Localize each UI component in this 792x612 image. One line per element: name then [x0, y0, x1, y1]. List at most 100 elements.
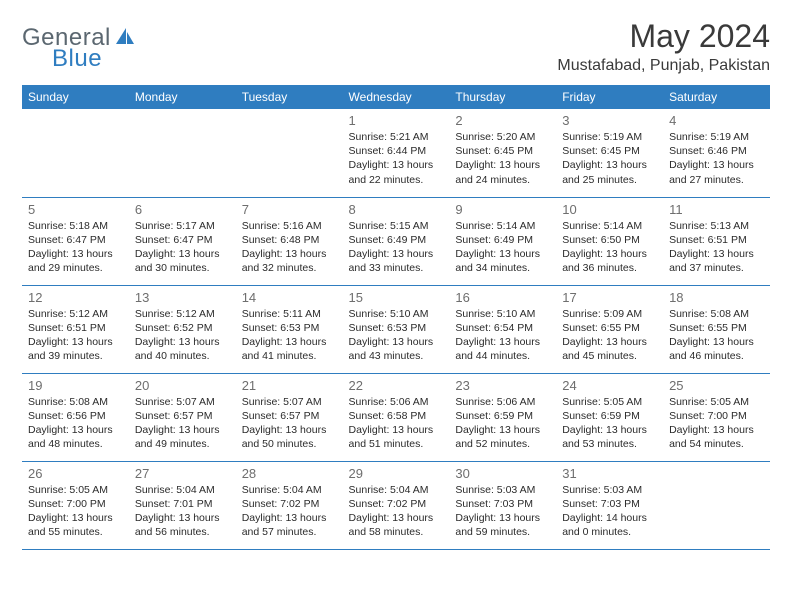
daylight-line: Daylight: 13 hours and 24 minutes.	[455, 158, 550, 186]
sunset-line: Sunset: 6:45 PM	[455, 144, 550, 158]
sunset-line: Sunset: 6:44 PM	[349, 144, 444, 158]
sunrise-line: Sunrise: 5:05 AM	[562, 395, 657, 409]
calendar-cell: 15Sunrise: 5:10 AMSunset: 6:53 PMDayligh…	[343, 285, 450, 373]
day-number: 17	[562, 290, 657, 305]
daylight-line: Daylight: 13 hours and 34 minutes.	[455, 247, 550, 275]
daylight-line: Daylight: 13 hours and 52 minutes.	[455, 423, 550, 451]
daylight-line: Daylight: 13 hours and 29 minutes.	[28, 247, 123, 275]
day-number: 28	[242, 466, 337, 481]
location: Mustafabad, Punjab, Pakistan	[557, 57, 770, 75]
calendar-cell: 8Sunrise: 5:15 AMSunset: 6:49 PMDaylight…	[343, 197, 450, 285]
sunrise-line: Sunrise: 5:15 AM	[349, 219, 444, 233]
calendar-cell: 4Sunrise: 5:19 AMSunset: 6:46 PMDaylight…	[663, 109, 770, 197]
sunrise-line: Sunrise: 5:14 AM	[562, 219, 657, 233]
sunrise-line: Sunrise: 5:06 AM	[455, 395, 550, 409]
sunset-line: Sunset: 6:59 PM	[562, 409, 657, 423]
sunrise-line: Sunrise: 5:04 AM	[349, 483, 444, 497]
sunset-line: Sunset: 6:45 PM	[562, 144, 657, 158]
sunset-line: Sunset: 6:58 PM	[349, 409, 444, 423]
weekday-header: Monday	[129, 85, 236, 109]
day-number: 9	[455, 202, 550, 217]
calendar-cell	[663, 461, 770, 549]
sunrise-line: Sunrise: 5:09 AM	[562, 307, 657, 321]
day-number: 25	[669, 378, 764, 393]
day-number: 24	[562, 378, 657, 393]
day-number: 21	[242, 378, 337, 393]
sunset-line: Sunset: 6:49 PM	[455, 233, 550, 247]
day-number: 27	[135, 466, 230, 481]
daylight-line: Daylight: 13 hours and 36 minutes.	[562, 247, 657, 275]
brand-part2: Blue	[52, 45, 102, 72]
sunset-line: Sunset: 7:03 PM	[562, 497, 657, 511]
calendar-cell	[129, 109, 236, 197]
day-number: 7	[242, 202, 337, 217]
day-number: 31	[562, 466, 657, 481]
sunrise-line: Sunrise: 5:18 AM	[28, 219, 123, 233]
sunset-line: Sunset: 7:01 PM	[135, 497, 230, 511]
sunset-line: Sunset: 6:53 PM	[349, 321, 444, 335]
sunset-line: Sunset: 6:50 PM	[562, 233, 657, 247]
calendar-row: 1Sunrise: 5:21 AMSunset: 6:44 PMDaylight…	[22, 109, 770, 197]
day-number: 10	[562, 202, 657, 217]
sunset-line: Sunset: 6:55 PM	[669, 321, 764, 335]
sunrise-line: Sunrise: 5:04 AM	[135, 483, 230, 497]
sunrise-line: Sunrise: 5:03 AM	[455, 483, 550, 497]
day-number: 13	[135, 290, 230, 305]
sunrise-line: Sunrise: 5:10 AM	[349, 307, 444, 321]
daylight-line: Daylight: 13 hours and 43 minutes.	[349, 335, 444, 363]
sunrise-line: Sunrise: 5:12 AM	[28, 307, 123, 321]
daylight-line: Daylight: 13 hours and 41 minutes.	[242, 335, 337, 363]
daylight-line: Daylight: 13 hours and 46 minutes.	[669, 335, 764, 363]
sunset-line: Sunset: 6:55 PM	[562, 321, 657, 335]
sunset-line: Sunset: 6:47 PM	[135, 233, 230, 247]
daylight-line: Daylight: 13 hours and 32 minutes.	[242, 247, 337, 275]
sunrise-line: Sunrise: 5:05 AM	[669, 395, 764, 409]
sunrise-line: Sunrise: 5:19 AM	[562, 130, 657, 144]
calendar-body: 1Sunrise: 5:21 AMSunset: 6:44 PMDaylight…	[22, 109, 770, 549]
daylight-line: Daylight: 13 hours and 33 minutes.	[349, 247, 444, 275]
calendar-cell: 11Sunrise: 5:13 AMSunset: 6:51 PMDayligh…	[663, 197, 770, 285]
day-number: 2	[455, 113, 550, 128]
weekday-header: Friday	[556, 85, 663, 109]
sunrise-line: Sunrise: 5:16 AM	[242, 219, 337, 233]
daylight-line: Daylight: 13 hours and 50 minutes.	[242, 423, 337, 451]
weekday-header: Saturday	[663, 85, 770, 109]
day-number: 18	[669, 290, 764, 305]
calendar-cell: 1Sunrise: 5:21 AMSunset: 6:44 PMDaylight…	[343, 109, 450, 197]
sunset-line: Sunset: 6:51 PM	[28, 321, 123, 335]
sunrise-line: Sunrise: 5:17 AM	[135, 219, 230, 233]
sunrise-line: Sunrise: 5:05 AM	[28, 483, 123, 497]
calendar-row: 19Sunrise: 5:08 AMSunset: 6:56 PMDayligh…	[22, 373, 770, 461]
day-number: 6	[135, 202, 230, 217]
weekday-header: Sunday	[22, 85, 129, 109]
calendar-head: SundayMondayTuesdayWednesdayThursdayFrid…	[22, 85, 770, 109]
daylight-line: Daylight: 13 hours and 51 minutes.	[349, 423, 444, 451]
day-number: 5	[28, 202, 123, 217]
sunrise-line: Sunrise: 5:12 AM	[135, 307, 230, 321]
daylight-line: Daylight: 13 hours and 57 minutes.	[242, 511, 337, 539]
day-number: 22	[349, 378, 444, 393]
day-number: 1	[349, 113, 444, 128]
calendar-row: 5Sunrise: 5:18 AMSunset: 6:47 PMDaylight…	[22, 197, 770, 285]
sunset-line: Sunset: 6:49 PM	[349, 233, 444, 247]
calendar-cell: 6Sunrise: 5:17 AMSunset: 6:47 PMDaylight…	[129, 197, 236, 285]
daylight-line: Daylight: 13 hours and 53 minutes.	[562, 423, 657, 451]
daylight-line: Daylight: 13 hours and 44 minutes.	[455, 335, 550, 363]
day-number: 19	[28, 378, 123, 393]
daylight-line: Daylight: 14 hours and 0 minutes.	[562, 511, 657, 539]
calendar-cell: 28Sunrise: 5:04 AMSunset: 7:02 PMDayligh…	[236, 461, 343, 549]
sail-icon	[114, 26, 136, 51]
calendar-cell: 7 Sunrise: 5:16 AMSunset: 6:48 PMDaylight…	[236, 197, 343, 285]
sunset-line: Sunset: 6:47 PM	[28, 233, 123, 247]
calendar-cell	[22, 109, 129, 197]
calendar-cell: 26Sunrise: 5:05 AMSunset: 7:00 PMDayligh…	[22, 461, 129, 549]
calendar-row: 26Sunrise: 5:05 AMSunset: 7:00 PMDayligh…	[22, 461, 770, 549]
sunset-line: Sunset: 7:00 PM	[669, 409, 764, 423]
calendar-cell: 30Sunrise: 5:03 AMSunset: 7:03 PMDayligh…	[449, 461, 556, 549]
sunset-line: Sunset: 6:56 PM	[28, 409, 123, 423]
calendar-cell: 25Sunrise: 5:05 AMSunset: 7:00 PMDayligh…	[663, 373, 770, 461]
sunset-line: Sunset: 6:48 PM	[242, 233, 337, 247]
calendar-cell: 22Sunrise: 5:06 AMSunset: 6:58 PMDayligh…	[343, 373, 450, 461]
sunset-line: Sunset: 6:54 PM	[455, 321, 550, 335]
sunset-line: Sunset: 6:59 PM	[455, 409, 550, 423]
